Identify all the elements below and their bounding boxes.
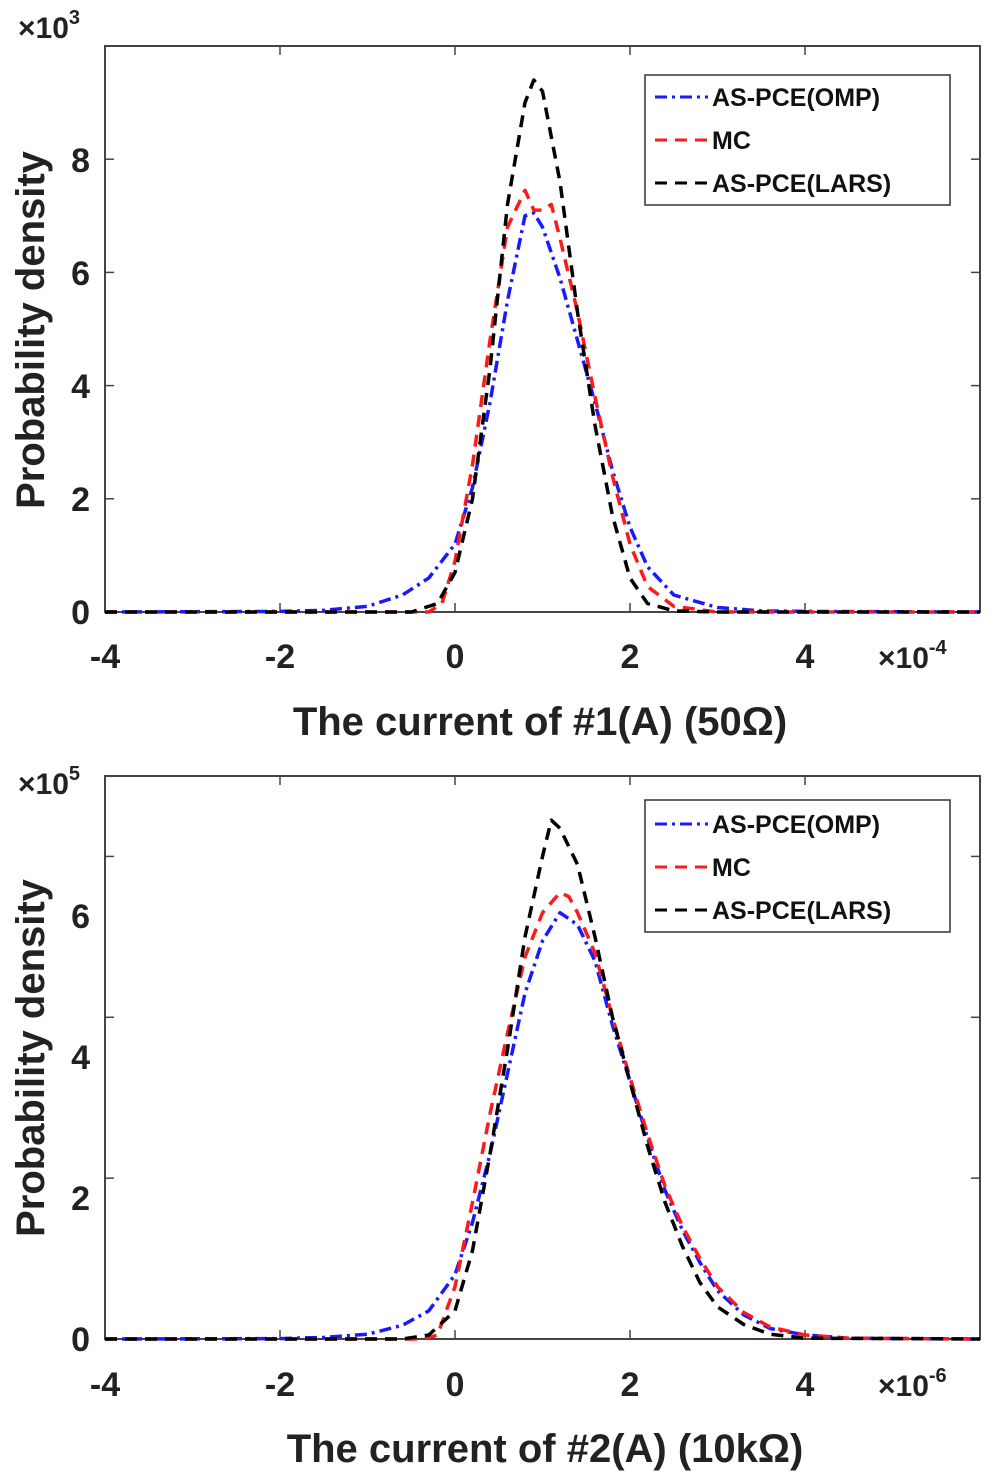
x-multiplier-exponent: -4 <box>929 637 948 659</box>
chart-top: -4 -2 0 2 4 0 2 4 6 8 ×103 ×10-4 The cur… <box>9 7 981 744</box>
y-axis-label: Probability density <box>9 150 53 509</box>
x-multiplier: ×10-4 <box>878 637 948 675</box>
legend-label: MC <box>712 854 751 882</box>
y-tick-label: 8 <box>71 142 90 180</box>
y-multiplier-base: ×10 <box>18 12 69 45</box>
series-lines-bottom <box>104 818 981 1341</box>
legend-label: AS-PCE(LARS) <box>712 170 891 198</box>
x-tick-label: -2 <box>265 1366 295 1404</box>
x-multiplier-base: ×10 <box>878 1370 929 1403</box>
x-multiplier: ×10-6 <box>878 1365 947 1403</box>
y-multiplier: ×105 <box>18 763 80 801</box>
x-multiplier-exponent: -6 <box>929 1365 947 1387</box>
legend-label: AS-PCE(OMP) <box>712 811 880 839</box>
legend: AS-PCE(OMP) MC AS-PCE(LARS) <box>644 74 951 206</box>
y-axis-label: Probability density <box>9 878 53 1237</box>
x-tick-label: 0 <box>446 1366 465 1404</box>
x-tick-label: 2 <box>621 638 640 676</box>
x-tick-label: -2 <box>265 638 295 676</box>
legend-label: AS-PCE(OMP) <box>712 84 880 112</box>
series-line-as-pce-lars <box>105 78 980 614</box>
y-multiplier-base: ×10 <box>18 768 69 801</box>
y-tick-label: 0 <box>71 594 90 632</box>
y-tick-label: 6 <box>71 898 90 936</box>
y-tick-label: 6 <box>71 255 90 293</box>
series-line-as-pce-omp <box>104 910 981 1341</box>
y-multiplier-exponent: 3 <box>69 7 80 29</box>
x-tick-label: 0 <box>446 638 465 676</box>
x-tick-label: -4 <box>90 638 120 676</box>
x-axis-label: The current of #1(A) (50Ω) <box>293 700 787 744</box>
series-line-as-pce-lars <box>105 818 981 1341</box>
x-axis-label: The current of #2(A) (10kΩ) <box>287 1427 804 1471</box>
x-tick-label: 2 <box>621 1366 640 1404</box>
chart-bottom: -4 -2 0 2 4 0 2 4 6 ×105 ×10-6 The curre… <box>9 763 981 1471</box>
y-multiplier: ×103 <box>18 7 80 45</box>
x-tick-label: 4 <box>796 1366 815 1404</box>
y-tick-label: 2 <box>71 481 90 519</box>
legend: AS-PCE(OMP) MC AS-PCE(LARS) <box>644 799 951 933</box>
series-lines-top <box>104 78 981 614</box>
y-tick-label: 2 <box>71 1180 90 1218</box>
x-tick-label: -4 <box>90 1366 120 1404</box>
series-line-as-pce-omp <box>104 211 981 614</box>
x-tick-label: 4 <box>796 638 815 676</box>
y-tick-label: 4 <box>71 368 90 406</box>
legend-label: AS-PCE(LARS) <box>712 897 891 925</box>
legend-label: MC <box>712 127 751 155</box>
y-tick-label: 0 <box>71 1321 90 1359</box>
y-multiplier-exponent: 5 <box>69 763 80 785</box>
series-line-mc <box>105 188 980 614</box>
x-multiplier-base: ×10 <box>878 642 929 675</box>
y-tick-label: 4 <box>71 1039 90 1077</box>
series-line-mc <box>105 890 981 1341</box>
